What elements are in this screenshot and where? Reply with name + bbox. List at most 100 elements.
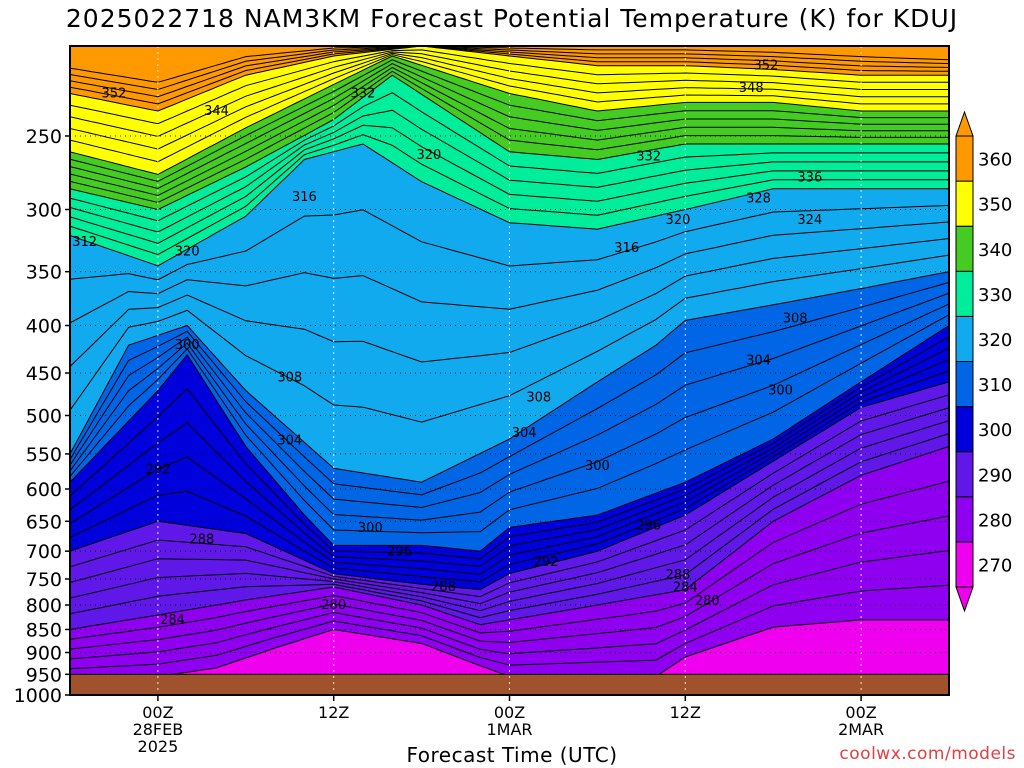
contour-label: 348 bbox=[739, 81, 764, 96]
contour-label: 308 bbox=[783, 311, 808, 326]
contour-line bbox=[70, 46, 949, 91]
y-tick-label: 550 bbox=[26, 444, 62, 466]
contour-line bbox=[70, 358, 949, 575]
contour-label: 304 bbox=[512, 426, 537, 441]
y-tick-label: 350 bbox=[26, 262, 62, 284]
contour-label: 320 bbox=[417, 148, 442, 163]
contour-line bbox=[70, 221, 949, 324]
x-tick-label: 12Z bbox=[670, 703, 701, 722]
site-credit: coolwx.com/models bbox=[839, 744, 1016, 764]
colorbar-segment bbox=[955, 451, 974, 498]
contour-line bbox=[70, 446, 949, 630]
contour-line bbox=[70, 394, 949, 598]
colorbar-segment bbox=[955, 315, 974, 362]
colorbar-segment bbox=[955, 270, 974, 317]
x-tick-label: 28FEB bbox=[133, 720, 184, 739]
contour-label: 300 bbox=[768, 384, 793, 399]
x-tick-label: 00Z bbox=[142, 703, 173, 722]
contour-label: 344 bbox=[204, 104, 229, 119]
chart-title: 2025022718 NAM3KM Forecast Potential Tem… bbox=[65, 4, 959, 33]
colorbar-label: 330 bbox=[978, 285, 1012, 306]
contour-line bbox=[70, 381, 949, 591]
contour-line bbox=[70, 370, 949, 583]
colorbar-segment bbox=[955, 135, 974, 182]
contour-line bbox=[70, 480, 949, 640]
contour-line bbox=[70, 63, 949, 190]
contour-label: 296 bbox=[387, 545, 412, 560]
contour-label: 296 bbox=[636, 519, 661, 534]
y-tick-label: 450 bbox=[26, 363, 62, 385]
x-tick-label: 00Z bbox=[494, 703, 525, 722]
y-tick-label: 650 bbox=[26, 511, 62, 533]
contour-label: 304 bbox=[277, 434, 302, 449]
contour-line bbox=[70, 59, 949, 182]
contour-line bbox=[70, 49, 949, 125]
colorbar-top-arrow bbox=[955, 110, 974, 137]
contour-line bbox=[70, 336, 949, 560]
y-tick-label: 1000 bbox=[14, 685, 62, 707]
contour-label: 308 bbox=[277, 370, 302, 385]
contour-label: 332 bbox=[636, 149, 661, 164]
colorbar-label: 320 bbox=[978, 330, 1012, 351]
contour-label: 324 bbox=[797, 213, 822, 228]
contour-label: 336 bbox=[797, 170, 822, 185]
colorbar-label: 350 bbox=[978, 195, 1012, 216]
contour-label: 288 bbox=[189, 532, 214, 547]
y-tick-label: 500 bbox=[26, 405, 62, 427]
axes: 2503003504004505005506006507007508008509… bbox=[14, 126, 884, 756]
contour-line bbox=[70, 46, 949, 112]
y-tick-label: 900 bbox=[26, 643, 62, 665]
contour-line bbox=[70, 54, 949, 163]
colorbar-segment bbox=[955, 406, 974, 453]
contour-label: 288 bbox=[431, 580, 456, 595]
contour-label: 284 bbox=[673, 581, 698, 596]
contour-line bbox=[70, 204, 949, 281]
y-tick-label: 950 bbox=[26, 664, 62, 686]
contour-line bbox=[70, 55, 949, 175]
plot-area: 352 344 332 352 348 320 332 336 316 328 320 324 312 3… bbox=[70, 46, 949, 695]
contour-line bbox=[70, 74, 949, 211]
x-tick-label: 1MAR bbox=[486, 720, 532, 739]
contour-label: 300 bbox=[175, 338, 200, 353]
x-tick-label: 00Z bbox=[845, 703, 876, 722]
y-tick-label: 850 bbox=[26, 619, 62, 641]
colorbar: 270 280 290 300 310 320 330 340 350 360 bbox=[955, 110, 1012, 613]
colorbar-segment bbox=[955, 225, 974, 272]
ground-mask bbox=[70, 674, 949, 695]
contour-line bbox=[70, 66, 949, 197]
contour-label: 284 bbox=[160, 613, 185, 628]
colorbar-label: 340 bbox=[978, 240, 1012, 261]
contour-label: 320 bbox=[666, 213, 691, 228]
contour-label: 316 bbox=[292, 190, 317, 205]
contour-label: 292 bbox=[145, 463, 170, 478]
colorbar-segment bbox=[955, 180, 974, 227]
contour-line bbox=[70, 281, 949, 496]
colorbar-label: 310 bbox=[978, 375, 1012, 396]
contour-label: 288 bbox=[666, 568, 691, 583]
contour-line bbox=[70, 70, 949, 204]
contour-label: 300 bbox=[585, 459, 610, 474]
contour-label: 328 bbox=[746, 192, 771, 207]
colorbar-segment bbox=[955, 541, 974, 588]
colorbar-label: 270 bbox=[978, 555, 1012, 576]
y-tick-label: 250 bbox=[26, 126, 62, 148]
y-tick-label: 600 bbox=[26, 479, 62, 501]
contour-label: 280 bbox=[695, 594, 720, 609]
colorbar-label: 360 bbox=[978, 150, 1012, 171]
contour-line bbox=[70, 109, 949, 233]
contour-label: 320 bbox=[175, 245, 200, 260]
contour-line bbox=[70, 515, 949, 650]
colorbar-label: 280 bbox=[978, 510, 1012, 531]
contour-label: 332 bbox=[351, 86, 376, 101]
contour-label: 292 bbox=[534, 555, 559, 570]
contour-line bbox=[70, 52, 949, 150]
colorbar-segment bbox=[955, 496, 974, 543]
y-tick-label: 300 bbox=[26, 200, 62, 222]
colorbar-bottom-arrow bbox=[955, 586, 974, 613]
contour-label: 300 bbox=[358, 521, 383, 536]
contour-label: 308 bbox=[526, 390, 551, 405]
contour-label: 280 bbox=[321, 598, 346, 613]
contour-line bbox=[70, 420, 949, 612]
y-tick-label: 400 bbox=[26, 316, 62, 338]
contour-label: 352 bbox=[753, 59, 778, 74]
